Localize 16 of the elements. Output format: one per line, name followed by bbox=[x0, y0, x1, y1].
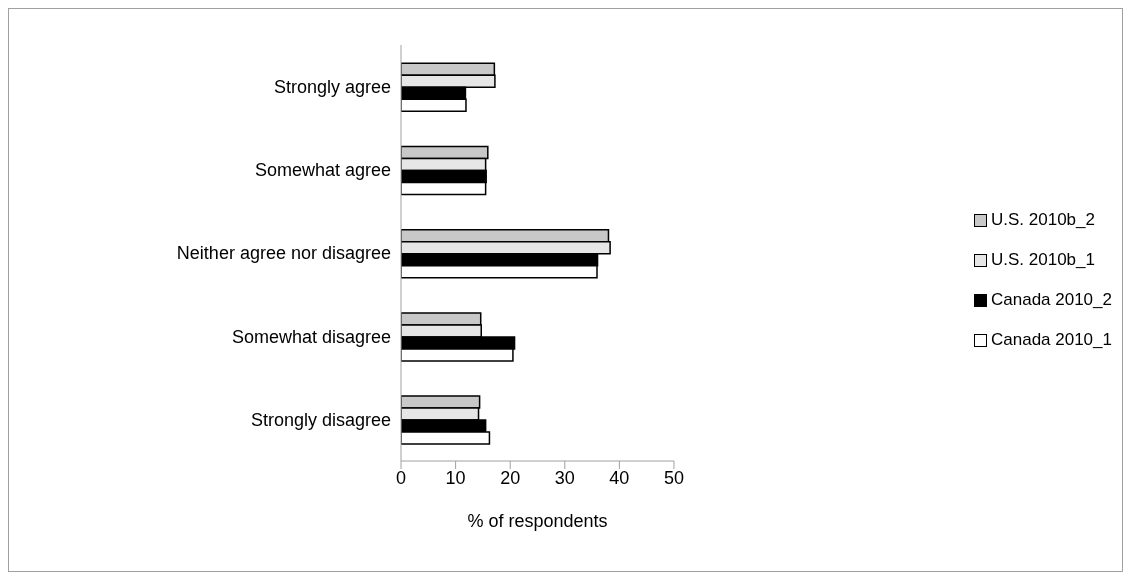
y-tick-label: Somewhat agree bbox=[254, 160, 391, 181]
legend-label: U.S. 2010b_1 bbox=[990, 250, 1095, 270]
x-tick-label: 50 bbox=[663, 467, 684, 488]
y-tick-label: Strongly disagree bbox=[250, 409, 391, 430]
legend-label: U.S. 2010b_2 bbox=[990, 210, 1095, 230]
y-tick-label: Strongly agree bbox=[273, 76, 391, 97]
x-axis-title: % of respondents bbox=[467, 511, 608, 531]
x-tick-label: 20 bbox=[500, 467, 521, 488]
x-tick-label: 30 bbox=[554, 467, 575, 488]
legend-label: Canada 2010_1 bbox=[990, 330, 1112, 350]
x-tick-label: 0 bbox=[395, 467, 407, 488]
y-tick-label: Neither agree nor disagree bbox=[176, 243, 391, 264]
x-tick-label: 40 bbox=[609, 467, 630, 488]
y-tick-label: Somewhat disagree bbox=[231, 326, 391, 347]
legend-label: Canada 2010_2 bbox=[990, 290, 1112, 310]
x-tick-label: 10 bbox=[445, 467, 466, 488]
